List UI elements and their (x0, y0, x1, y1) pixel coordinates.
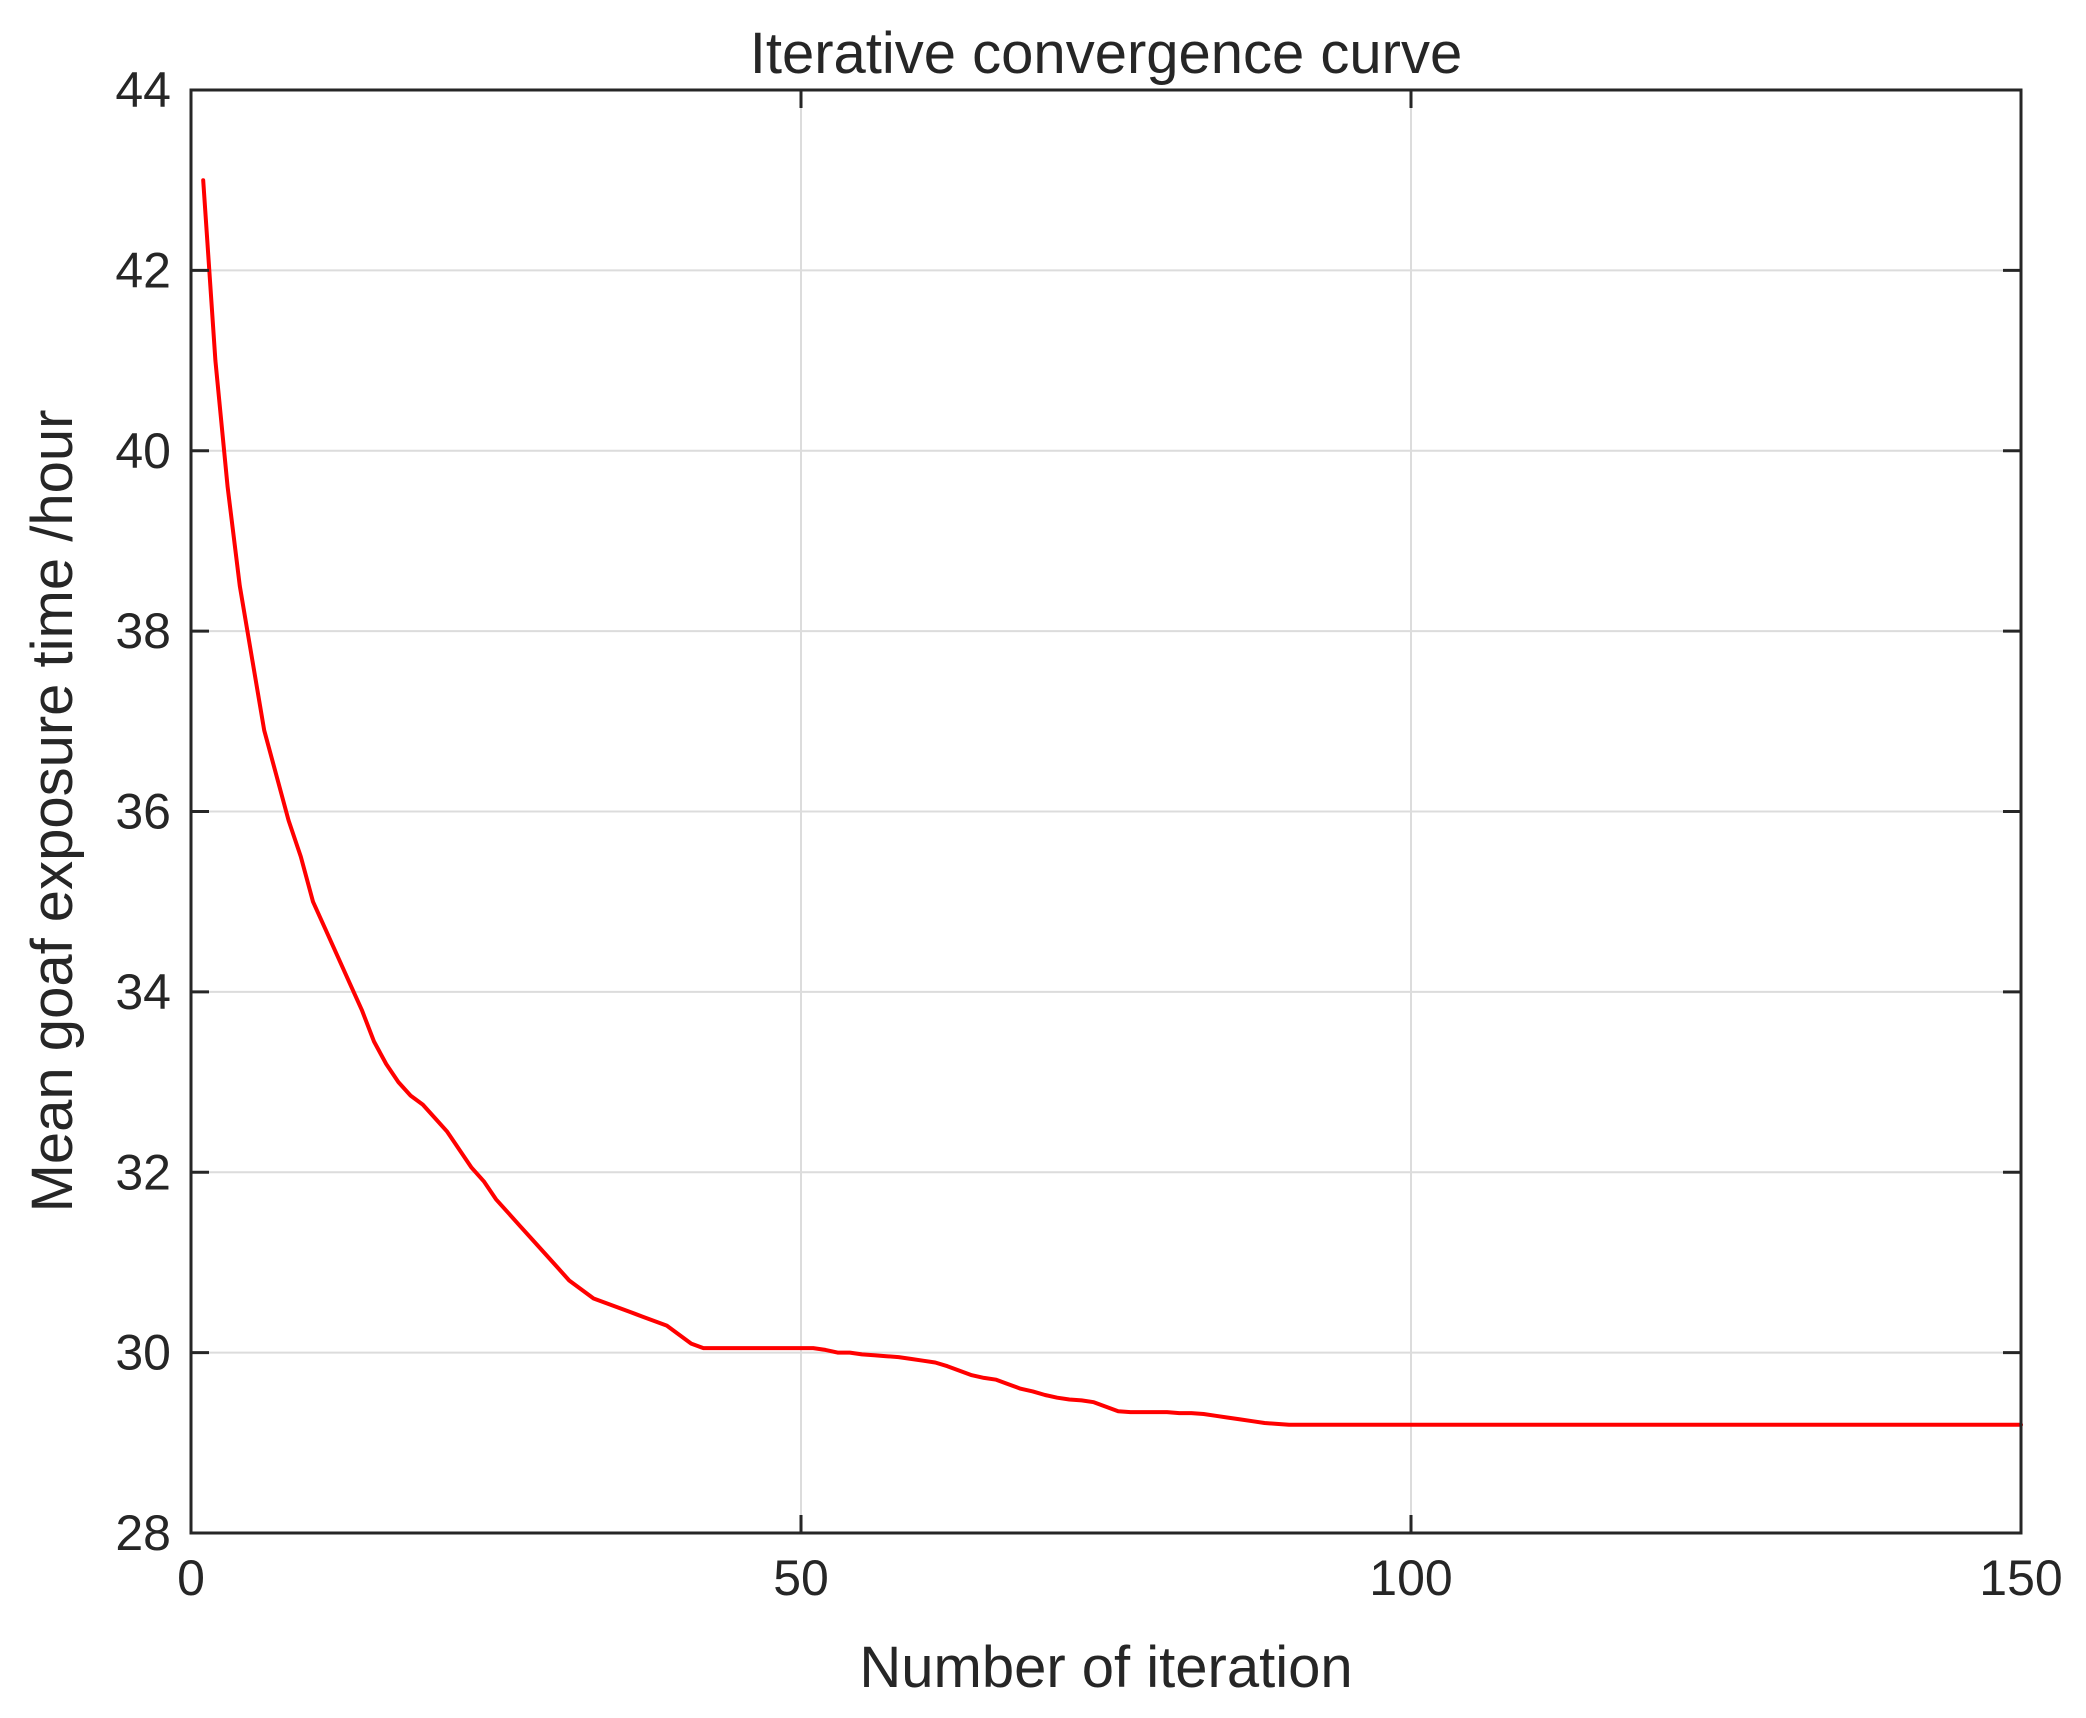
chart-title: Iterative convergence curve (750, 21, 1462, 86)
x-tick-label: 150 (1979, 1550, 2062, 1606)
x-tick-label: 50 (773, 1550, 829, 1606)
x-tick-labels: 0 50 100 150 (177, 1550, 2063, 1606)
y-axis-label: Mean goaf exposure time /hour (20, 410, 85, 1213)
grid-lines (191, 90, 2021, 1533)
y-tick-label: 44 (115, 62, 171, 118)
x-tick-label: 0 (177, 1550, 205, 1606)
x-axis-label: Number of iteration (859, 1635, 1352, 1700)
series-line (201, 178, 2023, 1427)
y-tick-labels: 28 30 32 34 36 38 40 42 44 (115, 62, 171, 1561)
y-tick-label: 32 (115, 1144, 171, 1200)
y-tick-label: 30 (115, 1325, 171, 1381)
y-tick-label: 34 (115, 964, 171, 1020)
y-tick-label: 36 (115, 784, 171, 840)
y-tick-label: 42 (115, 242, 171, 298)
series-layer (201, 178, 2023, 1427)
y-tick-label: 28 (115, 1505, 171, 1561)
y-tick-label: 38 (115, 603, 171, 659)
y-tick-label: 40 (115, 423, 171, 479)
x-tick-label: 100 (1369, 1550, 1452, 1606)
tick-marks (189, 88, 2023, 1535)
